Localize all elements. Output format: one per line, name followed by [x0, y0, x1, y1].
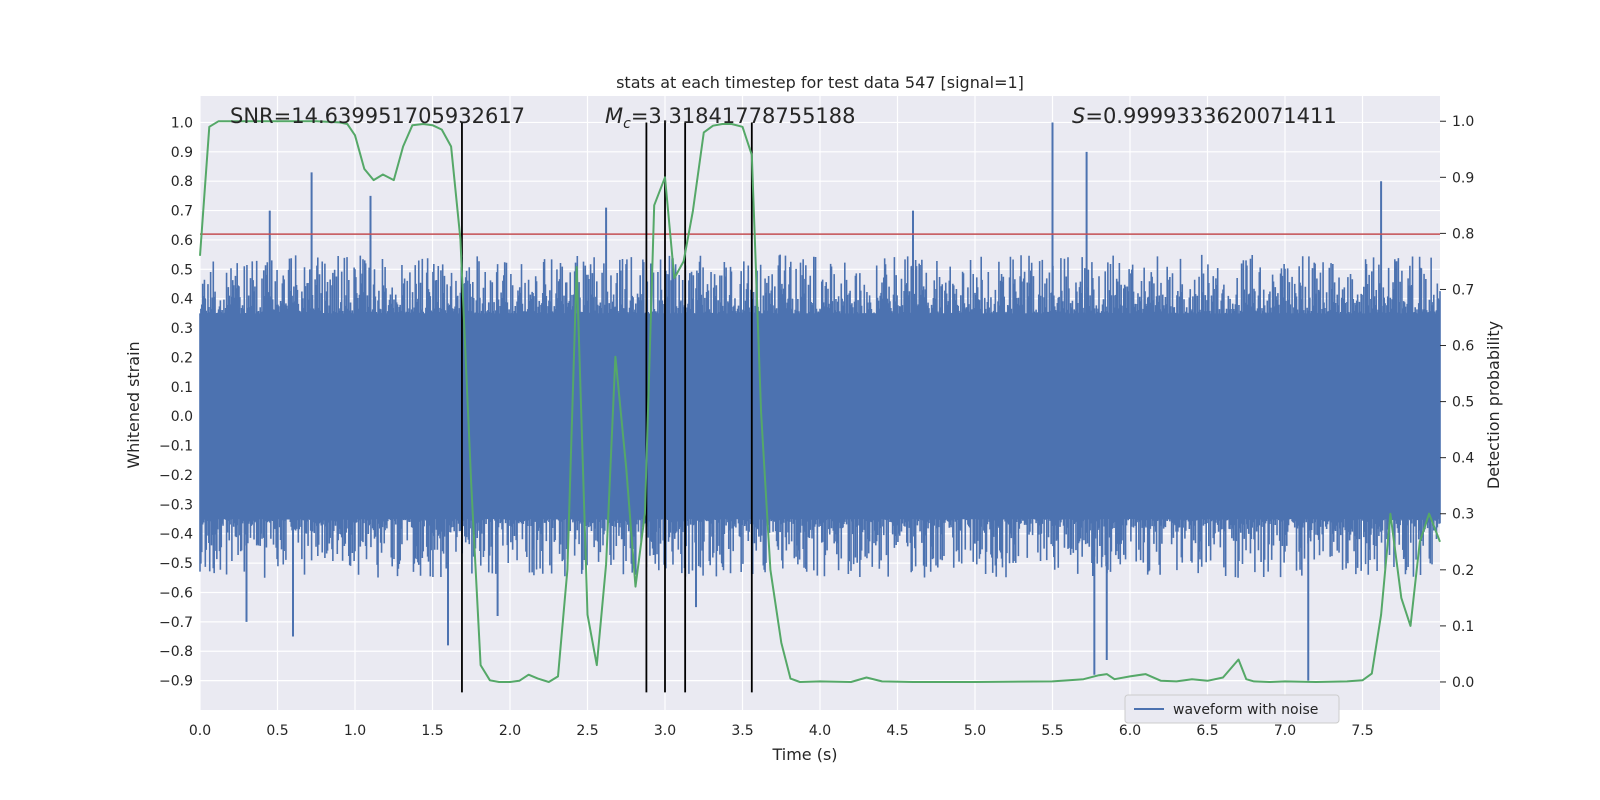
y-left-tick-label: −0.4 [159, 527, 193, 543]
y-left-tick-label: 0.5 [171, 262, 193, 278]
y-right-tick-label: 0.1 [1452, 619, 1474, 635]
y-left-tick-label: 1.0 [171, 115, 193, 131]
legend-box [1124, 694, 1340, 724]
x-tick-label: 2.5 [576, 723, 598, 739]
y-left-tick-label: −0.9 [159, 674, 193, 690]
x-tick-label: 5.0 [964, 723, 986, 739]
y-right-tick-label: 0.9 [1452, 170, 1474, 186]
x-tick-label: 3.0 [654, 723, 676, 739]
score-value: =0.9999333620071411 [1085, 104, 1336, 128]
y-right-tick-label: 0.8 [1452, 226, 1474, 242]
probability-series [199, 120, 1441, 683]
y-right-tick-label: 0.4 [1452, 451, 1474, 467]
x-axis-label: Time (s) [771, 745, 837, 764]
x-tick-label: 7.5 [1351, 723, 1373, 739]
x-tick-label: 4.0 [809, 723, 831, 739]
y-left-tick-label: 0.1 [171, 380, 193, 396]
x-tick-label: 1.5 [421, 723, 443, 739]
waveform-core [200, 319, 1440, 514]
x-tick-label: 0.5 [266, 723, 288, 739]
chart-title: stats at each timestep for test data 547… [616, 73, 1024, 92]
chirp-mass-subscript: c [623, 116, 631, 132]
y-left-tick-label: 0.8 [171, 174, 193, 190]
y-left-tick-label: −0.8 [159, 644, 193, 660]
vertical-markers [461, 122, 753, 693]
probability-line [199, 120, 1441, 683]
y-left-tick-label: −0.3 [159, 497, 193, 513]
score-annotation: S=0.9999333620071411 [1072, 104, 1337, 128]
x-tick-label: 2.0 [499, 723, 521, 739]
snr-annotation: SNR=14.639951705932617 [230, 104, 525, 128]
y-left-tick-label: 0.3 [171, 321, 193, 337]
y-right-axis-ticks: 0.0 0.1 0.2 0.3 0.4 0.5 0.6 0.7 0.8 0.9 1.0 [1440, 114, 1474, 691]
legend: waveform with noise [1124, 694, 1340, 724]
x-tick-label: 0.0 [189, 723, 211, 739]
chirp-mass-annotation: Mc=3.31841778755188 [605, 104, 856, 132]
y-right-tick-label: 1.0 [1452, 114, 1474, 130]
waveform-series [199, 122, 1441, 681]
legend-label-waveform: waveform with noise [1173, 702, 1318, 718]
y-left-tick-label: 0.9 [171, 145, 193, 161]
chirp-mass-value: =3.31841778755188 [631, 104, 856, 128]
y-left-tick-label: 0.4 [171, 292, 193, 308]
y-left-tick-label: 0.6 [171, 233, 193, 249]
chirp-mass-symbol: M [605, 104, 623, 128]
y-right-tick-label: 0.0 [1452, 675, 1474, 691]
x-tick-label: 6.5 [1196, 723, 1218, 739]
y-right-tick-label: 0.5 [1452, 395, 1474, 411]
y-right-tick-label: 0.3 [1452, 507, 1474, 523]
y-right-axis-label: Detection probability [1484, 321, 1503, 489]
y-left-tick-label: −0.1 [159, 439, 193, 455]
x-tick-label: 3.5 [731, 723, 753, 739]
x-tick-label: 1.0 [344, 723, 366, 739]
x-tick-label: 5.5 [1041, 723, 1063, 739]
y-left-axis-ticks: −0.9 −0.8 −0.7 −0.6 −0.5 −0.4 −0.3 −0.2 −0.1 0.0 0… [159, 115, 193, 689]
x-tick-label: 7.0 [1274, 723, 1296, 739]
y-left-tick-label: −0.6 [159, 585, 193, 601]
y-left-tick-label: 0.0 [171, 409, 193, 425]
y-right-tick-label: 0.7 [1452, 282, 1474, 298]
x-tick-label: 4.5 [886, 723, 908, 739]
y-left-tick-label: −0.7 [159, 615, 193, 631]
y-left-tick-label: 0.7 [171, 204, 193, 220]
y-left-tick-label: −0.2 [159, 468, 193, 484]
x-tick-label: 6.0 [1119, 723, 1141, 739]
y-right-tick-label: 0.2 [1452, 563, 1474, 579]
score-symbol: S [1072, 104, 1085, 128]
y-right-tick-label: 0.6 [1452, 339, 1474, 355]
x-axis-ticks: 0.0 0.5 1.0 1.5 2.0 2.5 3.0 3.5 4.0 4.5 5.0 5.5 6.0 6… [189, 723, 1374, 739]
y-left-tick-label: −0.5 [159, 556, 193, 572]
y-left-axis-label: Whitened strain [124, 341, 143, 468]
y-left-tick-label: 0.2 [171, 350, 193, 366]
